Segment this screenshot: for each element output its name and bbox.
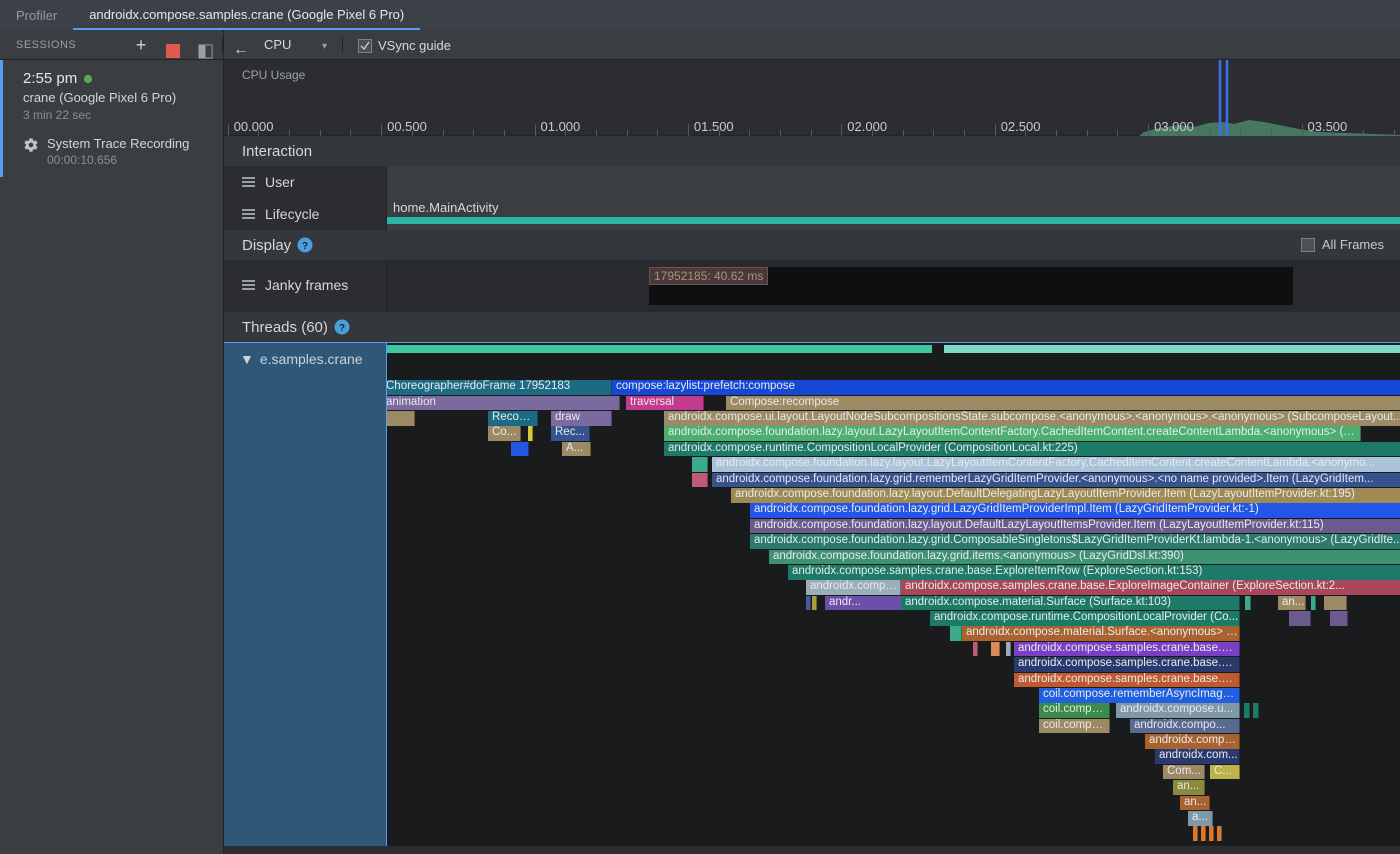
svg-text:?: ?	[302, 241, 308, 252]
svg-text:?: ?	[339, 323, 345, 334]
